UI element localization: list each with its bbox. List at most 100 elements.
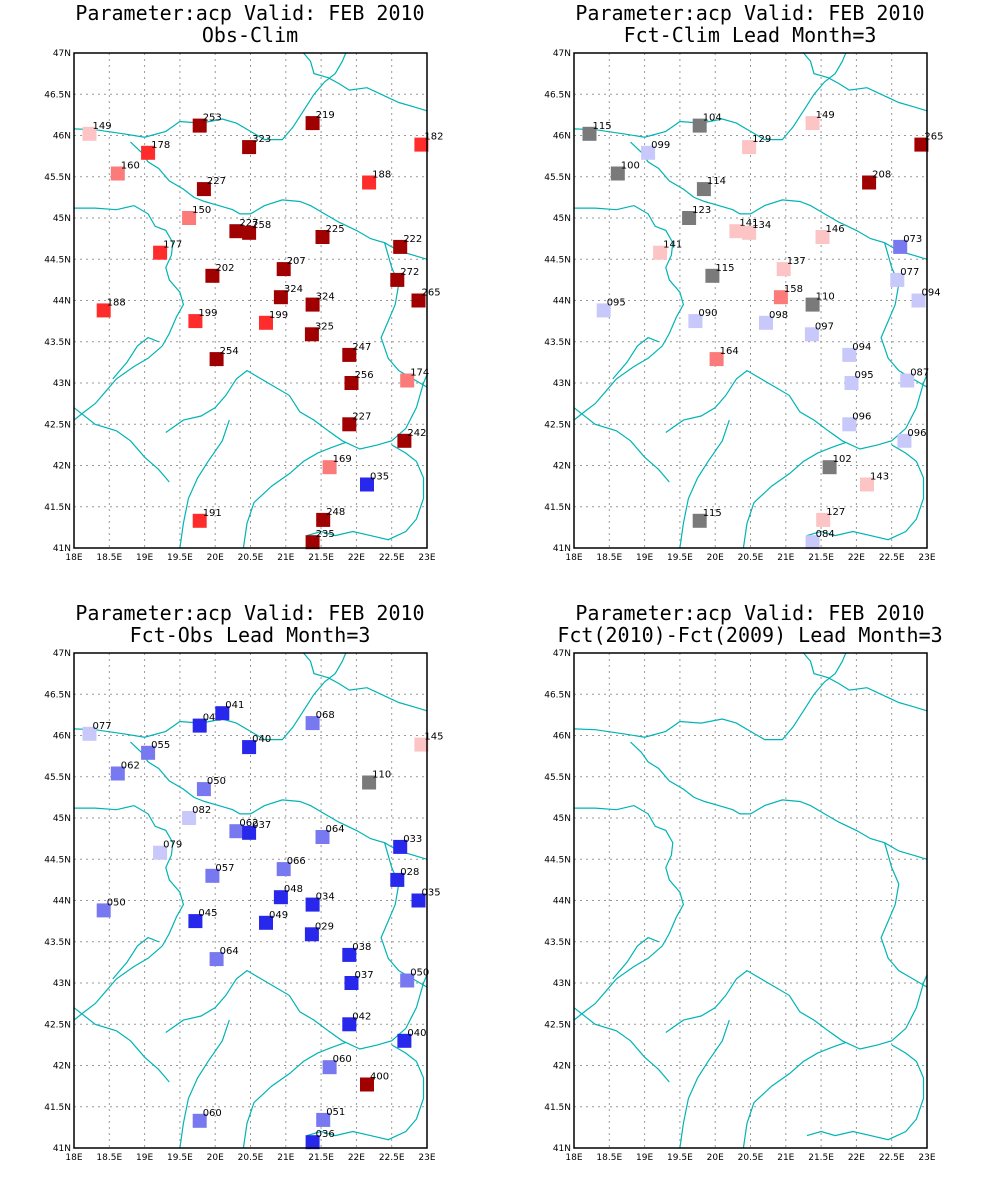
x-tick-label: 22.5E <box>879 553 905 563</box>
y-tick-label: 46.5N <box>544 690 571 700</box>
y-tick-label: 42N <box>553 462 571 472</box>
station-value-label: 324 <box>284 284 303 295</box>
x-tick-label: 19.5E <box>667 553 693 563</box>
x-tick-label: 21E <box>777 553 794 563</box>
station-value-label: 191 <box>203 508 222 519</box>
station-marker <box>305 1135 320 1150</box>
station-marker <box>242 740 257 755</box>
station-marker <box>82 126 97 141</box>
panel-title-line1: Parameter:acp Valid: FEB 2010 <box>575 1 924 25</box>
x-tick-label: 21E <box>777 1153 794 1163</box>
station-value-label: 146 <box>826 224 845 235</box>
station-marker <box>842 417 857 432</box>
station-marker <box>322 460 337 475</box>
station-value-label: 087 <box>910 368 929 379</box>
station-marker <box>816 512 831 527</box>
station-value-label: 177 <box>163 240 182 251</box>
station-marker <box>682 211 697 225</box>
station-marker <box>215 706 230 721</box>
station-marker <box>242 225 257 240</box>
station-marker <box>729 224 744 239</box>
station-marker <box>805 297 820 312</box>
station-marker <box>362 175 377 190</box>
station-marker <box>709 352 724 367</box>
station-value-label: 098 <box>769 310 788 321</box>
y-tick-label: 43N <box>53 979 71 989</box>
station-marker <box>641 145 656 160</box>
x-tick-label: 22E <box>848 1153 865 1163</box>
axis-tick-labels: 18E 18.5E 19E 19.5E 20E 20.5E 21E 21.5E 22E 22.5E… <box>544 49 936 563</box>
station-marker <box>305 116 320 131</box>
station-value-label: 123 <box>692 205 711 216</box>
station-marker <box>414 737 429 752</box>
y-tick-label: 46.5N <box>44 690 71 700</box>
station-value-label: 064 <box>326 824 345 835</box>
station-value-label: 050 <box>410 968 429 979</box>
station-value-label: 258 <box>252 220 271 231</box>
station-marker <box>759 315 773 330</box>
y-tick-label: 41.5N <box>44 503 71 513</box>
panel-fct-diff: Parameter:acp Valid: FEB 2010 Fct(2010)-… <box>500 600 1000 1200</box>
map-frame <box>73 652 428 1149</box>
y-tick-label: 43.5N <box>44 338 71 348</box>
y-tick-label: 44.5N <box>44 855 71 865</box>
panel-title-line1: Parameter:acp Valid: FEB 2010 <box>575 601 924 625</box>
y-tick-label: 42.5N <box>544 1020 571 1030</box>
station-value-label: 272 <box>400 267 419 278</box>
coastline <box>612 336 659 380</box>
station-marker <box>182 811 197 825</box>
station-value-label: 160 <box>121 161 140 172</box>
x-tick-label: 20E <box>207 553 224 563</box>
station-marker <box>242 825 257 840</box>
station-value-label: 084 <box>816 529 835 540</box>
y-tick-label: 41N <box>53 1144 71 1154</box>
x-tick-label: 18.5E <box>596 553 622 563</box>
map-frame <box>573 652 928 1149</box>
coastline <box>742 1041 847 1149</box>
coastline <box>112 336 159 380</box>
station-value-label: 097 <box>815 321 834 332</box>
station-value-label: 038 <box>352 942 371 953</box>
x-tick-label: 19.5E <box>667 1153 693 1163</box>
y-tick-label: 44.5N <box>544 855 571 865</box>
station-marker <box>776 262 791 277</box>
station-value-label: 073 <box>903 234 922 245</box>
x-tick-label: 18E <box>65 553 82 563</box>
gridlines <box>74 53 427 548</box>
x-tick-label: 23E <box>918 553 935 563</box>
station-value-label: 068 <box>316 710 335 721</box>
station-marker <box>276 862 291 877</box>
coastline <box>303 652 428 712</box>
station-value-label: 029 <box>315 921 334 932</box>
station-value-label: 227 <box>207 176 226 187</box>
station-value-label: 028 <box>400 867 419 878</box>
y-tick-label: 46N <box>553 732 571 742</box>
station-marker <box>397 433 412 448</box>
station-value-label: 324 <box>316 292 335 303</box>
station-marker <box>804 327 819 342</box>
coastline <box>630 741 928 860</box>
y-tick-label: 42N <box>553 1062 571 1072</box>
station-value-label: 050 <box>107 897 126 908</box>
station-marker <box>196 782 211 797</box>
y-tick-label: 47N <box>553 649 571 659</box>
station-value-label: 219 <box>316 110 335 121</box>
map-frame <box>73 52 428 549</box>
coastline <box>806 444 925 541</box>
station-value-label: 077 <box>93 721 112 732</box>
x-tick-label: 19E <box>136 553 153 563</box>
coastline <box>880 842 928 988</box>
station-marker <box>209 952 224 967</box>
station-value-label: 199 <box>198 308 217 319</box>
coastline <box>573 1007 670 1083</box>
station-value-label: 033 <box>403 834 422 845</box>
station-marker <box>315 830 330 844</box>
station-marker <box>342 947 357 962</box>
coastline <box>73 52 347 141</box>
coastlines <box>573 652 928 1149</box>
station-value-label: 082 <box>192 805 211 816</box>
y-tick-label: 42.5N <box>44 420 71 430</box>
station-marker <box>692 513 707 528</box>
y-tick-label: 45N <box>553 814 571 824</box>
